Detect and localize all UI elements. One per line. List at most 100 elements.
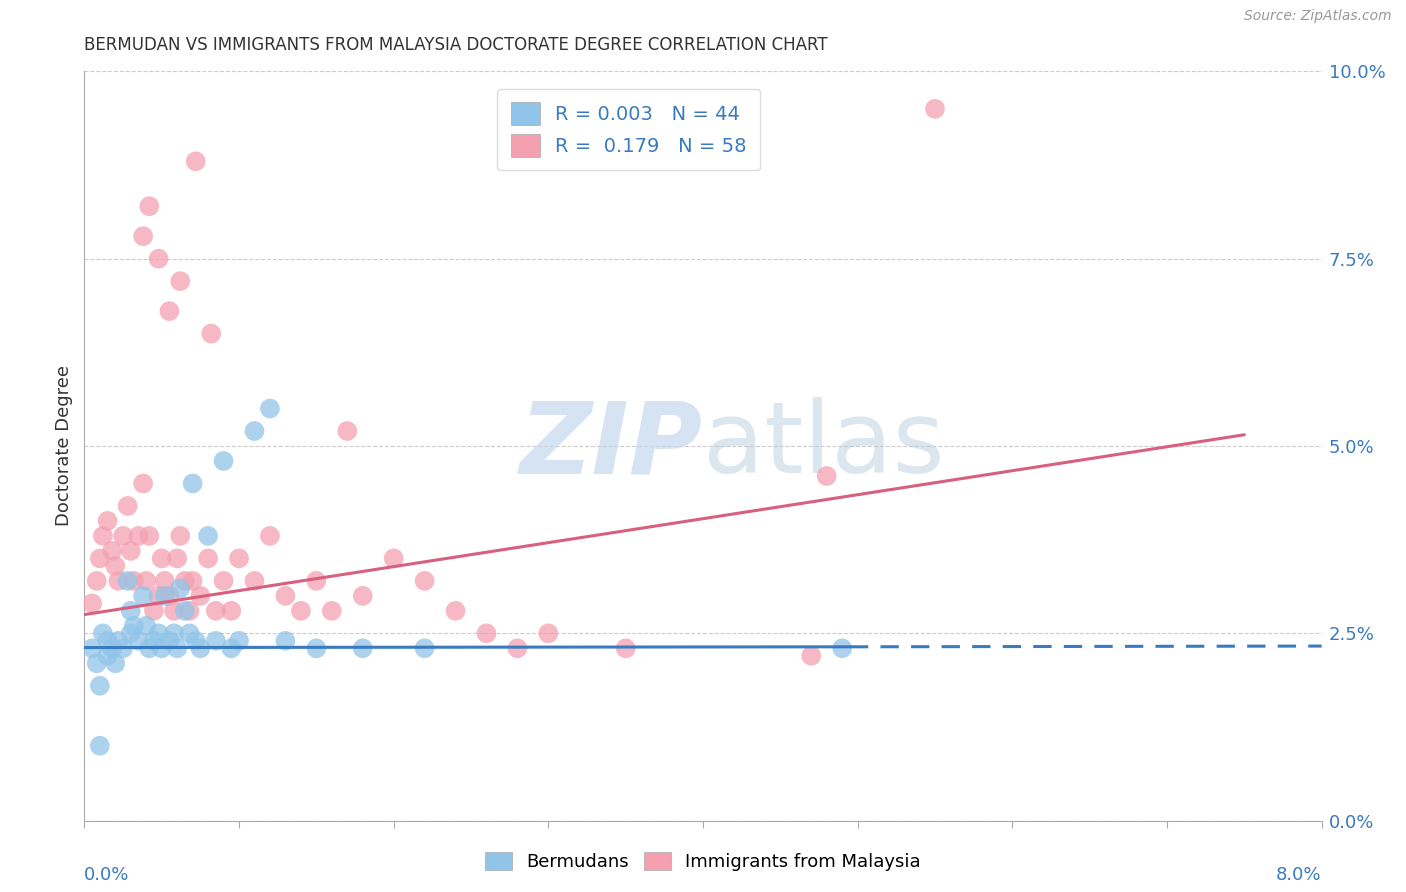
Point [96, 514, 120, 528]
Point [101, 641, 124, 656]
Text: ZIP: ZIP [520, 398, 703, 494]
Point [174, 574, 197, 588]
Point [148, 589, 170, 603]
Point [188, 589, 212, 603]
Point [128, 529, 150, 543]
Point [122, 574, 145, 588]
Point [89, 679, 111, 693]
Point [614, 641, 637, 656]
Point [475, 626, 498, 640]
Point [352, 589, 374, 603]
Point [181, 476, 204, 491]
Point [221, 604, 243, 618]
Point [800, 648, 823, 663]
Point [305, 574, 328, 588]
Point [166, 551, 188, 566]
Point [86, 657, 108, 671]
Point [321, 604, 343, 618]
Point [212, 574, 235, 588]
Point [135, 574, 157, 588]
Point [104, 558, 127, 573]
Point [188, 641, 212, 656]
Point [336, 424, 359, 438]
Point [169, 582, 191, 596]
Point [212, 454, 235, 468]
Point [135, 619, 157, 633]
Point [96, 648, 120, 663]
Text: BERMUDAN VS IMMIGRANTS FROM MALAYSIA DOCTORATE DEGREE CORRELATION CHART: BERMUDAN VS IMMIGRANTS FROM MALAYSIA DOC… [84, 36, 828, 54]
Point [138, 199, 160, 213]
Point [205, 604, 228, 618]
Point [122, 619, 145, 633]
Point [128, 633, 150, 648]
Point [153, 574, 176, 588]
Point [413, 574, 436, 588]
Y-axis label: Doctorate Degree: Doctorate Degree [55, 366, 73, 526]
Point [169, 529, 191, 543]
Point [179, 626, 201, 640]
Legend: R = 0.003   N = 44, R =  0.179   N = 58: R = 0.003 N = 44, R = 0.179 N = 58 [498, 88, 761, 170]
Point [506, 641, 529, 656]
Point [259, 529, 281, 543]
Point [274, 589, 297, 603]
Point [117, 574, 139, 588]
Point [815, 469, 838, 483]
Point [184, 633, 207, 648]
Point [163, 604, 186, 618]
Point [228, 633, 250, 648]
Point [831, 641, 853, 656]
Point [159, 304, 181, 318]
Point [86, 574, 108, 588]
Point [352, 641, 374, 656]
Text: Source: ZipAtlas.com: Source: ZipAtlas.com [1244, 9, 1392, 23]
Point [82, 596, 104, 610]
Point [91, 626, 114, 640]
Point [305, 641, 328, 656]
Point [259, 401, 281, 416]
Point [120, 604, 142, 618]
Point [243, 574, 266, 588]
Point [132, 476, 155, 491]
Point [82, 641, 104, 656]
Point [221, 641, 243, 656]
Point [132, 589, 155, 603]
Point [184, 154, 207, 169]
Point [159, 589, 181, 603]
Point [91, 529, 114, 543]
Point [197, 529, 219, 543]
Legend: Bermudans, Immigrants from Malaysia: Bermudans, Immigrants from Malaysia [478, 845, 928, 879]
Point [120, 544, 142, 558]
Point [107, 633, 129, 648]
Point [138, 529, 160, 543]
Point [153, 589, 176, 603]
Point [159, 633, 181, 648]
Point [197, 551, 219, 566]
Point [174, 604, 197, 618]
Point [101, 544, 124, 558]
Point [89, 551, 111, 566]
Point [290, 604, 312, 618]
Point [107, 574, 129, 588]
Point [163, 626, 186, 640]
Point [132, 229, 155, 244]
Text: 0.0%: 0.0% [84, 865, 129, 884]
Point [112, 529, 135, 543]
Point [924, 102, 946, 116]
Point [169, 274, 191, 288]
Point [166, 641, 188, 656]
Point [96, 633, 120, 648]
Point [444, 604, 467, 618]
Point [413, 641, 436, 656]
Point [179, 604, 201, 618]
Point [89, 739, 111, 753]
Text: atlas: atlas [703, 398, 945, 494]
Point [143, 633, 166, 648]
Point [200, 326, 222, 341]
Point [148, 626, 170, 640]
Point [104, 657, 127, 671]
Point [112, 641, 135, 656]
Point [181, 574, 204, 588]
Point [228, 551, 250, 566]
Text: 8.0%: 8.0% [1277, 865, 1322, 884]
Point [117, 499, 139, 513]
